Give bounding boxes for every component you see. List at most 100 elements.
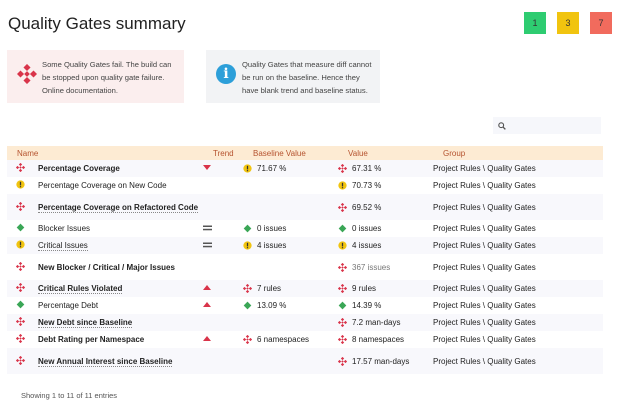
fail-icon <box>16 163 25 172</box>
fail-count-badge[interactable]: 7 <box>590 12 612 34</box>
column-header-trend[interactable]: Trend <box>213 148 234 158</box>
column-header-baseline[interactable]: Baseline Value <box>253 148 306 158</box>
gate-name[interactable]: Critical Rules Violated <box>38 284 123 294</box>
gate-group: Project Rules \ Quality Gates <box>433 224 536 233</box>
quality-gates-table: Name Trend Baseline Value Value Group Pe… <box>7 146 603 374</box>
row-status <box>7 254 38 280</box>
gate-name[interactable]: New Annual Interest since Baseline <box>38 356 173 367</box>
trend-cell <box>203 314 243 331</box>
fail-icon <box>338 335 347 344</box>
gate-name[interactable]: Percentage Coverage on New Code <box>38 181 167 190</box>
gate-value: 7.2 man-days <box>352 318 401 327</box>
row-status <box>7 220 38 237</box>
gate-value: 367 issues <box>352 262 391 272</box>
warning-icon <box>243 241 252 250</box>
fail-info-box: Some Quality Gates fail. The build can b… <box>7 50 184 103</box>
trend-up-icon <box>203 302 211 307</box>
warning-icon <box>16 240 25 249</box>
table-row[interactable]: Percentage Coverage on Refactored Code 69… <box>7 194 603 220</box>
column-header-value[interactable]: Value <box>348 148 368 158</box>
table-row[interactable]: Blocker Issues 0 issues 0 issues Project Ru… <box>7 220 603 237</box>
table-row[interactable]: Critical Issues 4 issues 4 issues Project R… <box>7 237 603 254</box>
baseline-value: 71.67 % <box>257 164 287 173</box>
trend-cell <box>203 220 243 237</box>
gate-group: Project Rules \ Quality Gates <box>433 181 536 190</box>
row-status <box>7 331 38 348</box>
pass-icon <box>243 301 252 310</box>
search-input[interactable] <box>493 117 601 134</box>
column-header-group[interactable]: Group <box>443 148 466 158</box>
row-status <box>7 314 38 331</box>
baseline-value: 6 namespaces <box>257 335 310 344</box>
table-row[interactable]: New Blocker / Critical / Major Issues 367… <box>7 254 603 280</box>
trend-cell <box>203 194 243 220</box>
trend-cell <box>203 297 243 314</box>
table-row[interactable]: Percentage Coverage on New Code 70.73 % Pr… <box>7 177 603 194</box>
gate-group: Project Rules \ Quality Gates <box>433 356 536 366</box>
gate-group: Project Rules \ Quality Gates <box>433 241 536 250</box>
page-title: Quality Gates summary <box>8 14 186 33</box>
gate-value: 69.52 % <box>352 202 382 212</box>
trend-cell <box>203 237 243 254</box>
table-row[interactable]: New Debt since Baseline 7.2 man-days Proje… <box>7 314 603 331</box>
fail-diamond-icon <box>17 64 37 84</box>
info-circle-icon: i <box>216 64 236 84</box>
gate-name[interactable]: Percentage Coverage <box>38 164 120 173</box>
trend-equal-icon <box>203 225 212 231</box>
table-header: Name Trend Baseline Value Value Group <box>7 146 603 160</box>
table-row[interactable]: Critical Rules Violated 7 rules 9 rules Pro… <box>7 280 603 297</box>
row-status <box>7 194 38 220</box>
gate-name[interactable]: Blocker Issues <box>38 224 91 233</box>
fail-icon <box>16 355 25 365</box>
gate-value: 9 rules <box>352 284 377 293</box>
baseline-value: 4 issues <box>257 241 287 250</box>
gate-group: Project Rules \ Quality Gates <box>433 164 536 173</box>
gate-value: 4 issues <box>352 241 382 250</box>
fail-icon <box>338 164 347 173</box>
fail-icon <box>16 283 25 292</box>
table-row[interactable]: Percentage Debt 13.09 % 14.39 % Project Rul… <box>7 297 603 314</box>
fail-icon <box>243 284 252 293</box>
table-row[interactable]: Debt Rating per Namespace 6 namespaces 8 n… <box>7 331 603 348</box>
warn-count-badge[interactable]: 3 <box>557 12 579 34</box>
gate-value: 67.31 % <box>352 164 382 173</box>
trend-up-icon <box>203 285 211 290</box>
gate-name[interactable]: Debt Rating per Namespace <box>38 335 145 344</box>
baseline-info-box: i Quality Gates that measure diff cannot… <box>206 50 380 103</box>
pass-count-badge[interactable]: 1 <box>524 12 546 34</box>
pass-icon <box>243 224 252 233</box>
search-icon <box>498 121 506 130</box>
gate-name[interactable]: New Blocker / Critical / Major Issues <box>38 262 175 272</box>
baseline-value: 7 rules <box>257 284 282 293</box>
table-row[interactable]: New Annual Interest since Baseline 17.57 … <box>7 348 603 374</box>
trend-equal-icon <box>203 242 212 248</box>
gate-name[interactable]: New Debt since Baseline <box>38 318 133 328</box>
gate-group: Project Rules \ Quality Gates <box>433 301 536 310</box>
pass-icon <box>16 300 25 309</box>
column-header-name[interactable]: Name <box>17 148 39 158</box>
warning-icon <box>338 181 347 190</box>
fail-icon <box>16 317 25 326</box>
fail-icon <box>338 318 347 327</box>
warning-icon <box>338 241 347 250</box>
table-row[interactable]: Percentage Coverage 71.67 % 67.31 % Project… <box>7 160 603 177</box>
baseline-info-text: Quality Gates that measure diff cannot b… <box>242 60 372 95</box>
row-status <box>7 280 38 297</box>
fail-icon <box>16 334 25 343</box>
trend-cell <box>203 160 243 177</box>
fail-icon <box>16 201 25 211</box>
trend-cell <box>203 280 243 297</box>
gate-name[interactable]: Percentage Coverage on Refactored Code <box>38 202 199 213</box>
gate-name[interactable]: Critical Issues <box>38 241 88 251</box>
gate-group: Project Rules \ Quality Gates <box>433 335 536 344</box>
trend-cell <box>203 177 243 194</box>
gate-group: Project Rules \ Quality Gates <box>433 202 536 212</box>
row-status <box>7 160 38 177</box>
fail-icon <box>338 262 347 272</box>
fail-icon <box>243 335 252 344</box>
gate-name[interactable]: Percentage Debt <box>38 301 99 310</box>
status-counts: 1 3 7 <box>524 12 612 34</box>
fail-icon <box>338 356 347 366</box>
gate-group: Project Rules \ Quality Gates <box>433 318 536 327</box>
baseline-value: 0 issues <box>257 224 287 233</box>
